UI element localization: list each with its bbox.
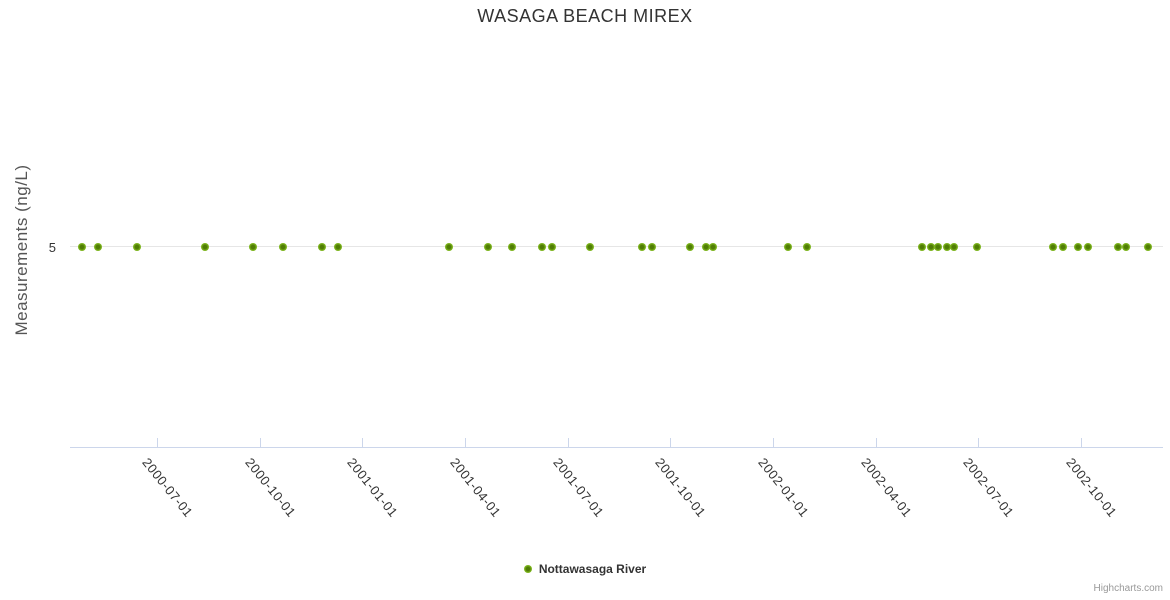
data-point[interactable] (1114, 243, 1122, 251)
data-point[interactable] (934, 243, 942, 251)
data-point[interactable] (1122, 243, 1130, 251)
data-point[interactable] (803, 243, 811, 251)
x-axis-label: 2002-10-01 (1063, 455, 1120, 521)
chart-title: WASAGA BEACH MIREX (477, 6, 693, 26)
data-point[interactable] (133, 243, 141, 251)
y-axis-tick-label: 5 (48, 240, 56, 255)
x-axis-label: 2001-10-01 (652, 455, 709, 521)
data-point[interactable] (508, 243, 516, 251)
data-point[interactable] (318, 243, 326, 251)
x-axis-tick (670, 438, 671, 448)
x-axis-label: 2002-01-01 (755, 455, 812, 521)
data-point[interactable] (201, 243, 209, 251)
data-point[interactable] (279, 243, 287, 251)
x-axis-tick (465, 438, 466, 448)
x-axis-tick (1081, 438, 1082, 448)
x-axis-label: 2000-07-01 (139, 455, 196, 521)
data-point[interactable] (586, 243, 594, 251)
data-point[interactable] (927, 243, 935, 251)
x-axis-label: 2002-04-01 (858, 455, 915, 521)
data-point[interactable] (548, 243, 556, 251)
legend-item-label: Nottawasaga River (538, 562, 647, 576)
data-point[interactable] (538, 243, 546, 251)
x-axis-label: 2001-01-01 (344, 455, 401, 521)
data-point[interactable] (1049, 243, 1057, 251)
data-point[interactable] (484, 243, 492, 251)
legend-marker-icon (523, 565, 532, 573)
data-point[interactable] (702, 243, 710, 251)
legend-item-nottawasaga-river[interactable]: Nottawasaga River (0, 562, 1170, 576)
data-point[interactable] (1084, 243, 1092, 251)
data-point[interactable] (94, 243, 102, 251)
x-axis-label: 2000-10-01 (242, 455, 299, 521)
data-point[interactable] (1059, 243, 1067, 251)
data-point[interactable] (445, 243, 453, 251)
x-axis-tick (773, 438, 774, 448)
x-axis-line (70, 447, 1163, 448)
data-point[interactable] (648, 243, 656, 251)
data-point[interactable] (638, 243, 646, 251)
data-point[interactable] (334, 243, 342, 251)
data-point[interactable] (1144, 243, 1152, 251)
horizontal-gridline (70, 246, 1163, 247)
x-axis-tick (978, 438, 979, 448)
x-axis-tick (876, 438, 877, 448)
x-axis-tick (157, 438, 158, 448)
data-point[interactable] (918, 243, 926, 251)
x-axis-label: 2002-07-01 (960, 455, 1017, 521)
x-axis-label: 2001-04-01 (447, 455, 504, 521)
data-point[interactable] (943, 243, 951, 251)
x-axis-tick (568, 438, 569, 448)
x-axis-label: 2001-07-01 (550, 455, 607, 521)
x-axis-tick (260, 438, 261, 448)
data-point[interactable] (709, 243, 717, 251)
data-point[interactable] (78, 243, 86, 251)
data-point[interactable] (249, 243, 257, 251)
data-point[interactable] (1074, 243, 1082, 251)
highcharts-credit-link[interactable]: Highcharts.com (1093, 583, 1163, 594)
data-point[interactable] (784, 243, 792, 251)
data-point[interactable] (973, 243, 981, 251)
data-point[interactable] (686, 243, 694, 251)
data-point[interactable] (950, 243, 958, 251)
x-axis-tick (362, 438, 363, 448)
